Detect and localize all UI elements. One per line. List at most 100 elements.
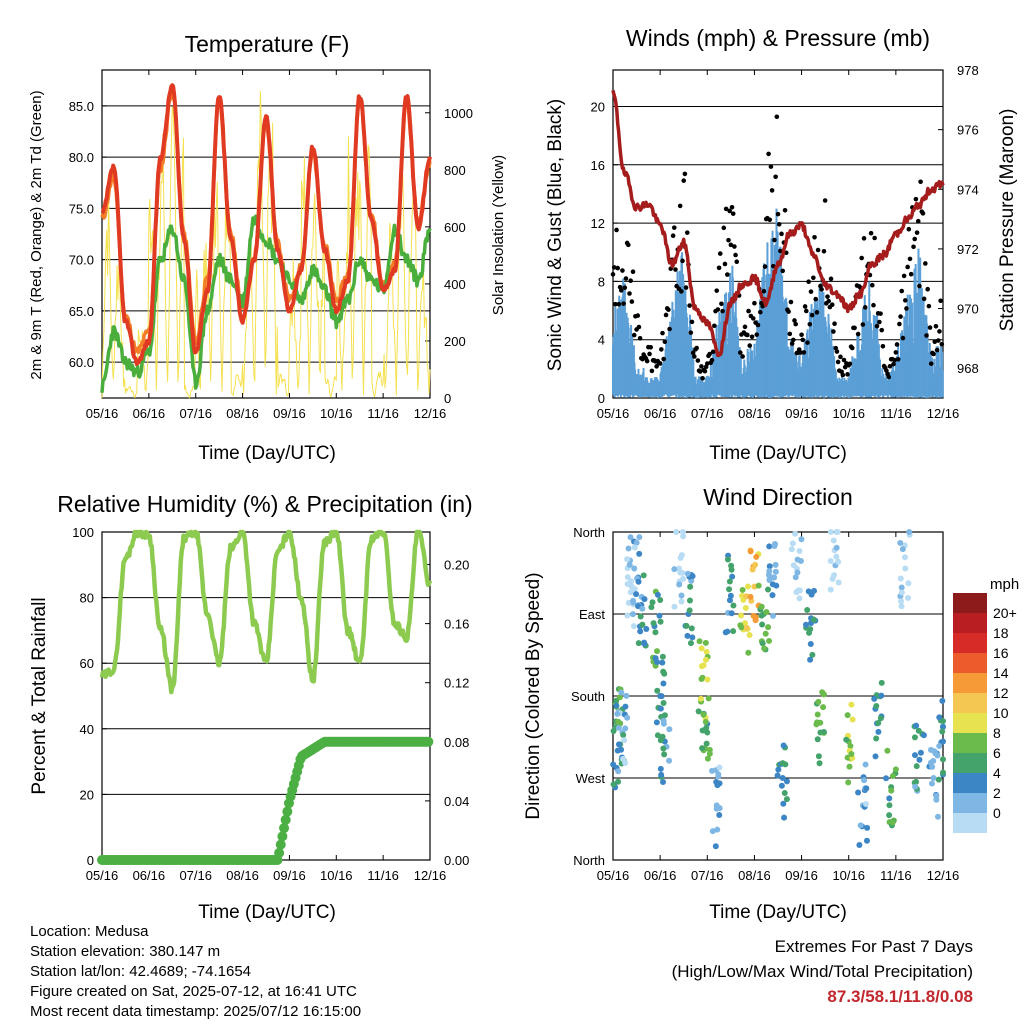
gust-point [786,309,791,314]
direction-point [678,552,685,559]
direction-point [684,632,691,639]
direction-point [716,811,723,818]
direction-point [798,536,805,543]
direction-point [845,779,852,786]
gust-point [681,178,687,183]
direction-point [804,607,811,614]
gust-point [622,285,628,290]
gust-point [825,294,830,299]
x-tick-label: 10/16 [320,406,353,421]
direction-point [780,800,787,807]
direction-point [814,711,821,718]
direction-point [657,597,664,604]
x-tick-label: 06/16 [644,868,677,883]
gust-point [793,321,798,327]
gust-point [901,273,907,279]
winds-xlabel: Time (Day/UTC) [709,443,847,464]
direction-point [834,529,841,535]
direction-point [769,581,776,588]
direction-point [610,727,617,734]
direction-point [856,841,863,848]
direction-point [703,740,710,747]
direction-point [848,701,855,708]
y2-tick-label: 800 [444,163,466,178]
direction-point [878,692,885,699]
direction-point [844,754,851,761]
gust-point [912,236,918,242]
x-tick-label: 12/16 [414,406,447,421]
gust-point [689,319,695,325]
direction-point [911,752,918,759]
direction-point [931,748,938,755]
precip-point [423,736,434,747]
direction-point [635,640,642,647]
direction-point [771,574,778,581]
gust-point [840,372,846,378]
direction-point [792,574,799,581]
direction-point [770,612,777,619]
direction-point [698,645,705,652]
direction-point [884,747,891,754]
direction-point [935,776,942,783]
x-tick-label: 09/16 [273,406,306,421]
gust-point [742,324,748,330]
gust-point [614,227,619,233]
direction-point [766,568,773,575]
direction-point [793,589,800,596]
direction-point [875,719,882,726]
gust-point [677,203,683,209]
direction-point [637,613,644,620]
direction-point [614,710,621,717]
gust-point [788,299,794,305]
x-tick-label: 05/16 [86,406,119,421]
direction-point [698,675,705,682]
gust-point [891,361,896,367]
extremes-title: Extremes For Past 7 Days [774,937,973,956]
y2-tick-label: 0.12 [444,676,469,691]
gust-point [610,272,616,277]
direction-point [930,758,937,765]
gust-point [629,299,635,304]
gust-point [826,298,831,304]
precip-point [277,831,288,842]
gust-point [621,301,626,306]
gust-point [774,114,780,120]
direction-point [657,618,664,625]
direction-point [702,718,709,725]
gust-point [802,304,808,309]
speed-legend-swatch [953,613,987,633]
y-tick-label: 40 [80,722,94,737]
y-tick-label: West [576,771,606,786]
panel-0: 05/16 06/16 07/16 08/16 09/16 10/16 11/16 12/16… [69,69,473,421]
temp-2m-series [100,83,432,366]
direction-point [627,534,634,541]
direction-point [624,556,631,563]
speed-legend-title: mph [990,576,1019,593]
y2-tick-label: 0.16 [444,617,469,632]
x-tick-label: 11/16 [367,868,399,883]
direction-point [827,558,834,565]
direction-point [636,534,643,541]
direction-point [742,605,749,612]
gust-point [860,322,866,327]
direction-point [883,775,890,782]
direction-point [657,705,664,712]
precip-point [282,806,293,817]
direction-point [680,533,687,540]
x-tick-label: 10/16 [832,406,865,421]
x-tick-label: 11/16 [880,868,912,883]
direction-point [796,547,803,554]
extremes-values: 87.3/58.1/11.8/0.08 [827,987,973,1006]
y2-tick-label: 972 [957,242,979,257]
x-tick-label: 09/16 [785,406,818,421]
direction-point [790,562,797,569]
gust-point [878,311,883,316]
direction-point [716,780,723,787]
y-tick-label: 85.0 [69,99,94,114]
direction-point [716,764,723,771]
gust-point [725,272,730,277]
x-tick-label: 09/16 [785,868,818,883]
direction-point [901,554,908,561]
direction-point [872,753,879,760]
speed-legend-swatch [953,753,987,773]
